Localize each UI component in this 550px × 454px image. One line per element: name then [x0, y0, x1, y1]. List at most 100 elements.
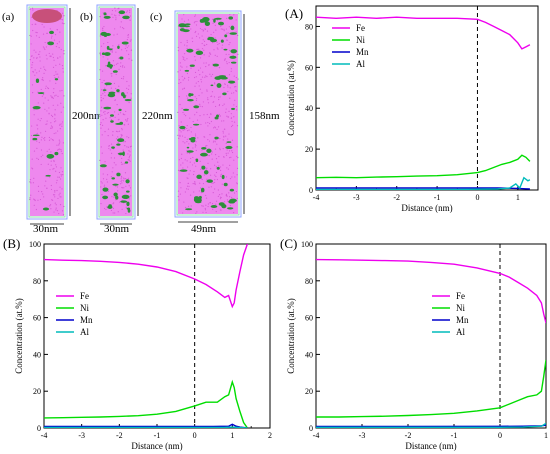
tomo-atom — [195, 76, 197, 78]
tomo-atom — [235, 31, 237, 33]
tomo-atom — [181, 75, 183, 78]
tomo-atom — [222, 104, 224, 107]
tomo-atom — [189, 194, 192, 196]
tomo-atom — [222, 164, 224, 166]
tomo-atom — [131, 59, 133, 61]
tomo-atom — [126, 11, 128, 13]
tomo-atom — [225, 135, 227, 137]
tomo-atom — [35, 208, 37, 211]
precipitate — [206, 179, 213, 183]
tomo-atom — [214, 178, 216, 181]
tomo-atom — [60, 111, 62, 113]
tomo-atom — [233, 75, 235, 77]
tomo-atom — [189, 152, 191, 155]
tomo-atom — [215, 171, 218, 174]
tomo-atom — [125, 95, 127, 97]
precipitate — [126, 201, 130, 207]
tomo-atom — [211, 151, 213, 153]
tomo-atom — [182, 212, 184, 214]
tomo-atom — [130, 195, 132, 197]
y-tick-label: 60 — [305, 63, 313, 72]
tomo-atom — [44, 108, 46, 110]
tomo-atom — [58, 194, 60, 196]
tomo-atom — [199, 182, 201, 184]
tomo-atom — [100, 181, 102, 183]
tomo-atom — [177, 111, 179, 113]
tomo-atom — [199, 67, 202, 69]
tomo-atom — [59, 123, 61, 125]
tomo-atom — [186, 97, 189, 99]
tomo-atom — [126, 146, 128, 148]
width-label-a: 30nm — [33, 223, 59, 235]
tomo-atom — [32, 29, 34, 32]
tomo-atom — [207, 125, 209, 127]
tomo-atom — [203, 174, 205, 176]
tomo-atom — [100, 122, 102, 124]
tomo-atom — [55, 207, 57, 209]
tomo-atom — [33, 57, 35, 59]
tomo-atom — [46, 187, 48, 189]
x-axis-label: Distance (nm) — [131, 441, 182, 451]
precipitate — [195, 200, 202, 204]
precipitate — [32, 134, 40, 137]
tomo-atom — [99, 159, 101, 161]
tomo-atom — [102, 178, 105, 180]
tomo-atom — [199, 115, 201, 117]
tomo-atom — [216, 143, 218, 145]
tomo-atom — [222, 132, 224, 134]
tomo-atom — [183, 53, 186, 55]
tomo-frame — [174, 10, 242, 218]
tomo-atom — [210, 113, 212, 116]
tomo-atom — [114, 111, 116, 113]
precipitate — [103, 15, 111, 19]
tomo-atom — [181, 135, 184, 137]
tomography-label-b: (b) — [80, 11, 93, 23]
tomo-atom — [221, 28, 224, 30]
tomo-atom — [236, 125, 239, 127]
tomo-atom — [119, 155, 121, 157]
tomo-atom — [229, 13, 231, 16]
tomo-atom — [216, 55, 218, 57]
tomo-atom — [227, 116, 229, 118]
precipitate — [203, 170, 209, 175]
tomo-atom — [229, 42, 231, 44]
tomo-atom — [55, 204, 57, 206]
tomo-atom — [194, 71, 197, 74]
tomo-atom — [99, 69, 101, 71]
tomo-atom — [202, 71, 204, 73]
tomo-atom — [235, 190, 238, 193]
tomo-atom — [203, 40, 206, 42]
tomo-atom — [128, 157, 130, 159]
tomo-atom — [29, 34, 31, 37]
tomo-atom — [209, 73, 211, 75]
x-tick-label: -4 — [313, 193, 320, 202]
tomo-atom — [115, 17, 117, 19]
tomo-atom — [180, 41, 182, 44]
tomo-atom — [122, 163, 124, 165]
tomo-atom — [230, 156, 232, 158]
y-tick-label: 0 — [37, 424, 41, 433]
tomo-atom — [199, 160, 201, 162]
tomo-atom — [228, 150, 231, 152]
precipitate — [118, 152, 125, 156]
tomo-atom — [129, 160, 131, 162]
tomo-atom — [110, 73, 112, 75]
tomo-atom — [46, 58, 48, 60]
tomo-atom — [51, 127, 53, 129]
x-tick-label: -1 — [451, 431, 458, 440]
tomo-atom — [200, 123, 202, 126]
tomo-atom — [106, 178, 108, 180]
tomo-atom — [48, 52, 50, 55]
tomo-atom — [180, 65, 182, 67]
tomo-atom — [121, 187, 124, 189]
tomo-atom — [105, 65, 107, 67]
tomo-atom — [50, 122, 52, 124]
tomo-atom — [30, 134, 33, 137]
tomo-atom — [196, 119, 199, 121]
precipitate — [227, 207, 234, 210]
tomo-atom — [178, 170, 180, 172]
tomo-atom — [195, 24, 198, 26]
tomo-atom — [225, 108, 227, 110]
tomo-atom — [57, 149, 59, 151]
